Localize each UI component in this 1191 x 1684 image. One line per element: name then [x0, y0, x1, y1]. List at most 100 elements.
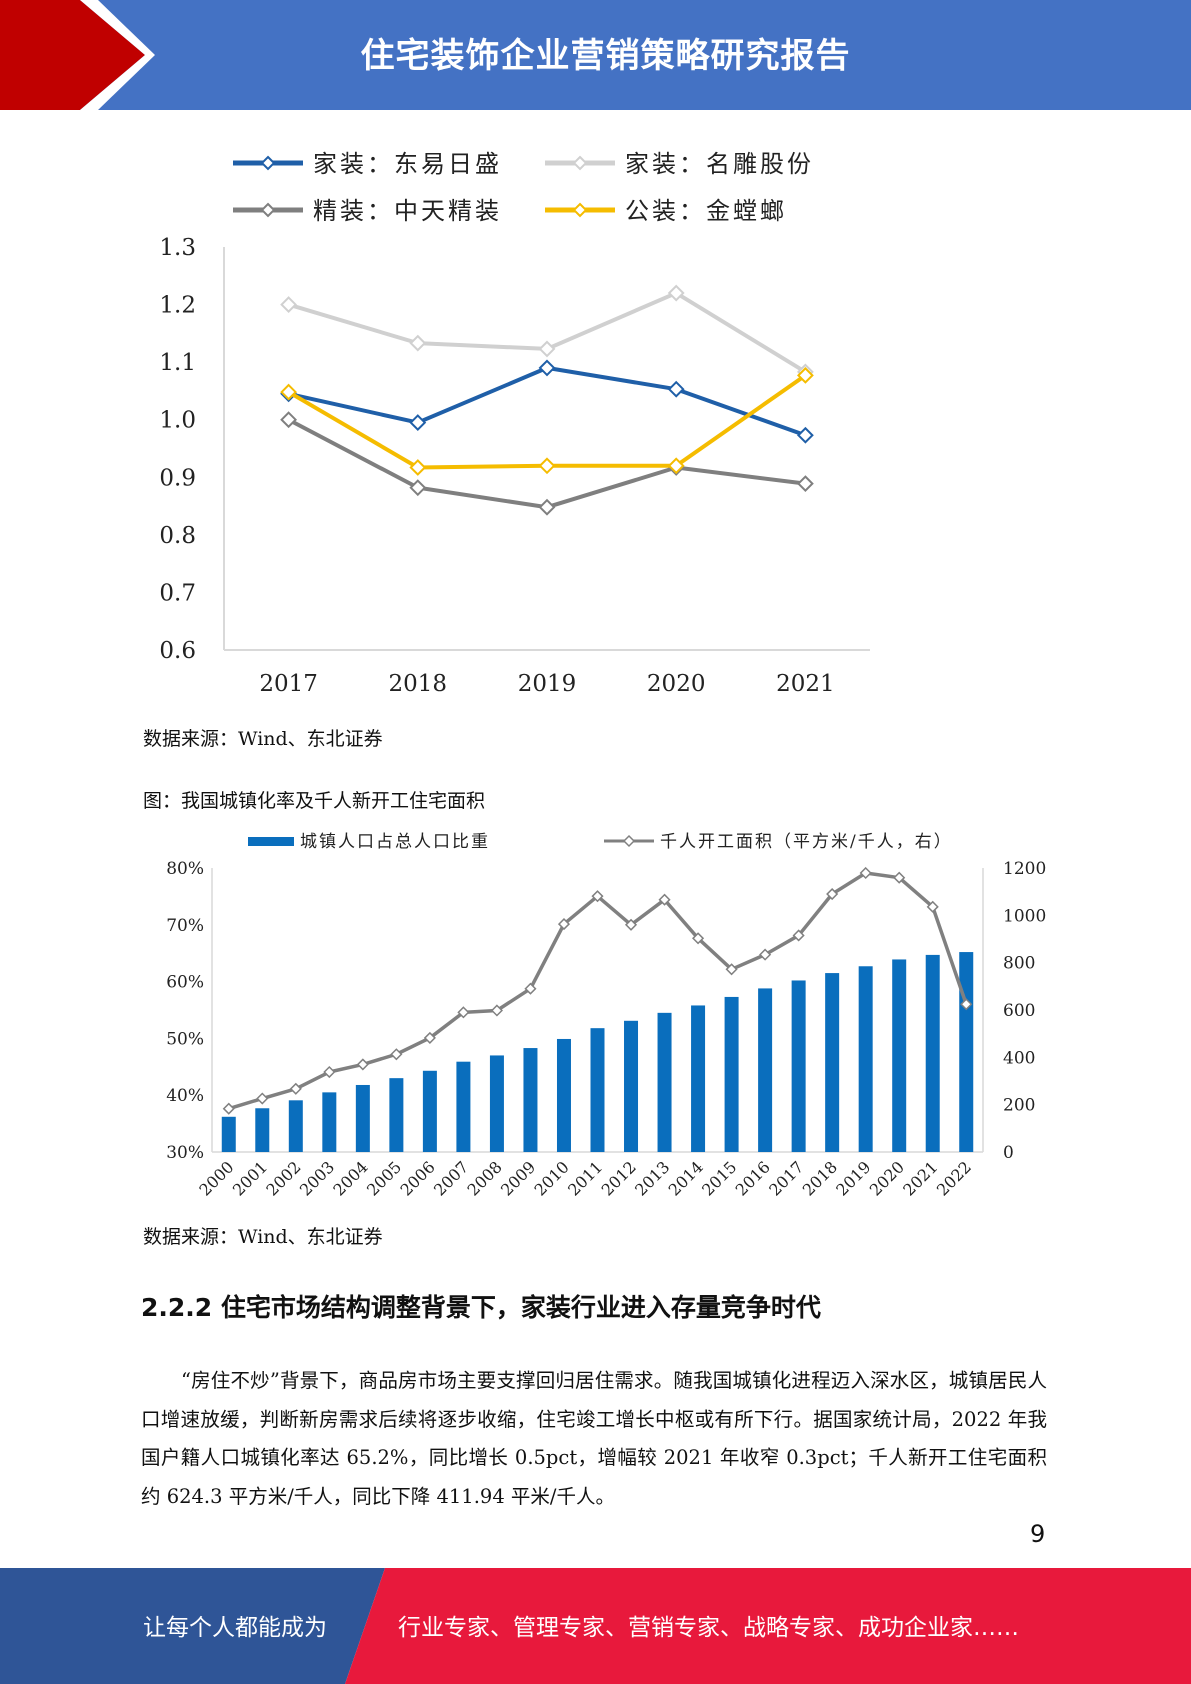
bar	[456, 1061, 471, 1152]
left-tick-label: 50%	[166, 1029, 204, 1049]
x-tick-label: 2021	[776, 671, 835, 697]
legend-swatch-marker	[572, 202, 588, 218]
bar	[556, 1038, 571, 1152]
right-tick-label: 400	[1003, 1048, 1035, 1068]
left-tick-label: 60%	[166, 973, 204, 993]
series-line	[287, 373, 807, 470]
x-tick-label: 2014	[665, 1157, 707, 1199]
data-point	[658, 893, 671, 906]
data-point	[538, 457, 556, 475]
data-point	[356, 1058, 369, 1071]
page-number: 9	[1030, 1520, 1046, 1548]
footer-slogan-right: 行业专家、管理专家、营销专家、战略专家、成功企业家……	[398, 1615, 1019, 1641]
bar	[322, 1092, 337, 1152]
right-tick-label: 200	[1003, 1096, 1035, 1116]
chart-decoration-ratio: 1.3 1.2 1.1 1.0 0.9 0.8 0.7 0.6 2017 2018 2019 2020…	[159, 150, 870, 697]
x-tick-label: 2017	[259, 671, 318, 697]
data-point	[490, 1004, 503, 1017]
data-point	[524, 982, 537, 995]
page-header: 住宅装饰企业营销策略研究报告	[0, 0, 1191, 110]
bar	[221, 1116, 236, 1152]
data-point	[280, 411, 298, 429]
x-tick-label: 2016	[732, 1157, 774, 1199]
bar	[657, 1012, 672, 1152]
x-tick-label: 2006	[396, 1157, 438, 1199]
left-tick-label: 70%	[166, 916, 204, 936]
x-tick-label: 2009	[497, 1157, 539, 1199]
data-point	[280, 296, 298, 313]
data-point	[725, 963, 738, 976]
data-point	[538, 359, 556, 377]
data-point	[759, 948, 772, 961]
bar	[691, 1005, 706, 1152]
chart1-source: 数据来源：Wind、东北证券	[143, 728, 383, 750]
data-point	[792, 929, 805, 942]
legend-swatch-marker	[260, 155, 276, 171]
bar	[892, 959, 907, 1152]
x-tick-label: 2018	[799, 1157, 841, 1199]
bar	[724, 996, 739, 1152]
legend-label: 公装：金螳螂	[625, 197, 787, 225]
left-tick-label: 40%	[166, 1086, 204, 1106]
left-tick-label: 30%	[166, 1143, 204, 1163]
report-title: 住宅装饰企业营销策略研究报告	[360, 36, 851, 76]
data-point	[323, 1065, 336, 1079]
bar	[791, 980, 806, 1152]
x-tick-label: 2017	[765, 1157, 807, 1199]
y-tick-label: 0.9	[159, 465, 196, 491]
bar	[590, 1028, 605, 1152]
left-tick-label: 80%	[166, 859, 204, 879]
bar	[959, 952, 974, 1152]
right-tick-label: 600	[1003, 1001, 1035, 1021]
x-tick-label: 2007	[430, 1157, 472, 1199]
bar	[523, 1048, 538, 1152]
x-tick-label: 2008	[464, 1157, 506, 1199]
x-tick-label: 2019	[518, 671, 577, 697]
legend-label: 家装：名雕股份	[625, 150, 814, 178]
legend-label: 精装：中天精装	[313, 197, 502, 225]
data-point	[926, 900, 939, 913]
x-tick-label: 2019	[832, 1157, 874, 1199]
data-point	[692, 932, 705, 945]
data-point	[390, 1048, 403, 1061]
x-tick-label: 2015	[698, 1157, 740, 1199]
data-point	[591, 890, 604, 903]
data-point	[893, 871, 906, 884]
y-tick-label: 0.7	[159, 580, 196, 606]
footer-background	[0, 1568, 1191, 1684]
data-point	[409, 414, 427, 432]
right-tick-label: 1000	[1003, 906, 1046, 926]
bar	[858, 966, 873, 1152]
x-tick-label: 2020	[647, 671, 706, 697]
data-point	[796, 366, 814, 384]
data-point	[796, 426, 814, 444]
bar	[825, 973, 840, 1152]
bar	[255, 1108, 270, 1152]
x-tick-label: 2005	[363, 1157, 405, 1199]
data-point	[796, 475, 814, 493]
y-tick-label: 1.2	[159, 293, 196, 319]
legend-swatch-marker	[572, 155, 588, 171]
y-tick-label: 1.0	[159, 408, 196, 434]
legend-swatch-marker	[260, 202, 276, 218]
body-paragraph: “房住不炒”背景下，商品房市场主要支撑回归居住需求。随我国城镇化进程迈入深水区，…	[141, 1369, 1047, 1508]
bar	[422, 1070, 437, 1152]
x-tick-label: 2022	[933, 1157, 975, 1199]
bar	[355, 1084, 370, 1152]
section-heading: 2.2.2 住宅市场结构调整背景下，家装行业进入存量竞争时代	[141, 1293, 821, 1322]
data-point	[409, 479, 427, 497]
y-tick-label: 1.3	[159, 235, 196, 261]
data-point	[409, 334, 427, 352]
data-point	[557, 918, 571, 931]
y-tick-label: 1.1	[159, 350, 196, 376]
x-tick-label: 2013	[631, 1157, 673, 1199]
header-arrow-graphic	[0, 0, 155, 110]
y-tick-label: 0.8	[159, 523, 196, 549]
x-tick-label: 2002	[262, 1157, 304, 1199]
page-footer: 让每个人都能成为 行业专家、管理专家、营销专家、战略专家、成功企业家……	[0, 1568, 1191, 1684]
data-point	[280, 383, 298, 401]
data-point	[256, 1092, 269, 1105]
x-tick-label: 2010	[531, 1157, 573, 1199]
data-point	[624, 918, 638, 931]
bar	[288, 1100, 303, 1152]
